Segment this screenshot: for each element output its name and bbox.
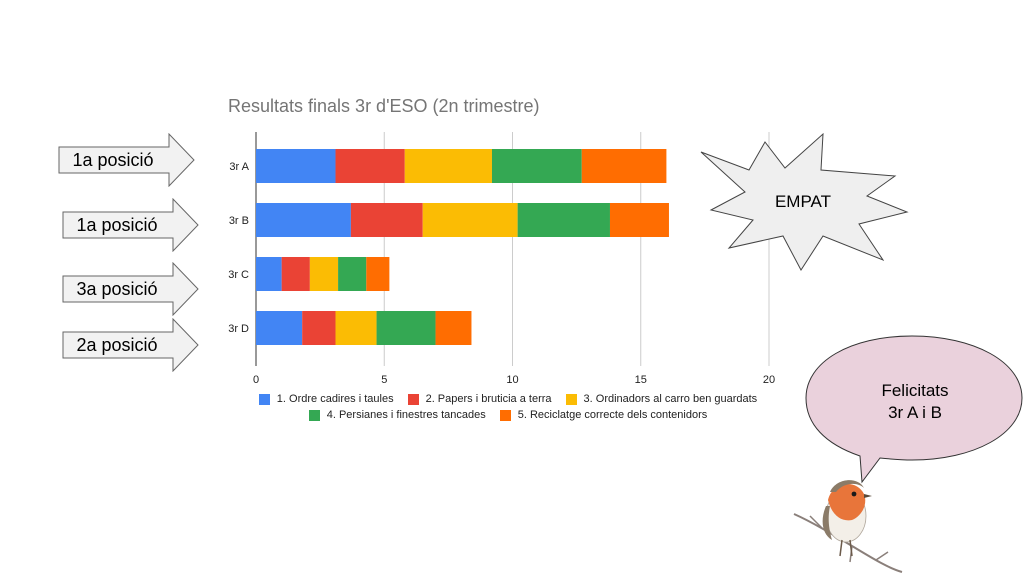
- legend-swatch: [258, 393, 270, 405]
- chart-title: Resultats finals 3r d'ESO (2n trimestre): [228, 96, 540, 116]
- bar-layer: [256, 149, 669, 345]
- rank-arrow-label: 3a posició: [76, 278, 158, 299]
- speech-bubble-shape: [805, 335, 1023, 484]
- x-tick-label: 20: [763, 374, 775, 386]
- legend-item-5: 5. Reciclatge correcte dels contenidors: [499, 409, 708, 421]
- bar-segment: [281, 257, 310, 291]
- chart-legend: 1. Ordre cadires i taules 2. Papers i br…: [228, 393, 788, 425]
- arrow-shape-icon: [58, 133, 195, 187]
- arrow-shape-icon: [62, 262, 199, 316]
- bar-segment: [422, 203, 518, 237]
- bubble-line-1: Felicitats: [881, 381, 949, 400]
- legend-label: 2. Papers i bruticia a terra: [425, 393, 552, 405]
- bar-segment: [491, 149, 582, 183]
- rank-arrow-label: 2a posició: [76, 334, 158, 355]
- bar-segment: [609, 203, 669, 237]
- legend-swatch: [308, 409, 320, 421]
- bar-segment: [335, 149, 405, 183]
- bar-segment: [256, 149, 336, 183]
- x-tick-label: 10: [506, 374, 518, 386]
- legend-swatch: [565, 393, 577, 405]
- label-layer: 0 5 10 15 20 3r A 3r B 3r C 3r D: [228, 161, 775, 386]
- legend-label: 5. Reciclatge correcte dels contenidors: [517, 409, 708, 421]
- legend-label: 4. Persianes i finestres tancades: [326, 409, 486, 421]
- category-label: 3r B: [229, 215, 249, 227]
- legend-label: 1. Ordre cadires i taules: [276, 393, 394, 405]
- category-label: 3r D: [228, 323, 249, 335]
- category-label: 3r A: [229, 161, 249, 173]
- speech-bubble-text: Felicitats 3r A i B: [808, 380, 1022, 424]
- bar-segment: [404, 149, 492, 183]
- rank-arrow-label: 1a posició: [76, 214, 158, 235]
- legend-label: 3. Ordinadors al carro ben guardats: [583, 393, 758, 405]
- bar-segment: [256, 257, 282, 291]
- bar-segment: [335, 311, 377, 345]
- bar-segment: [517, 203, 610, 237]
- legend-item-1: 1. Ordre cadires i taules: [258, 393, 394, 405]
- bar-segment: [302, 311, 336, 345]
- legend-swatch: [499, 409, 511, 421]
- legend-swatch: [407, 393, 419, 405]
- starburst-shape: [700, 132, 909, 271]
- bubble-line-2: 3r A i B: [888, 403, 942, 422]
- legend-item-3: 3. Ordinadors al carro ben guardats: [565, 393, 758, 405]
- bar-segment: [435, 311, 472, 345]
- arrow-shape-icon: [62, 318, 199, 372]
- rank-arrow-label: 1a posició: [72, 149, 154, 170]
- x-tick-label: 5: [381, 374, 387, 386]
- category-label: 3r C: [228, 269, 249, 281]
- bar-segment: [350, 203, 423, 237]
- starburst-label: EMPAT: [774, 192, 832, 211]
- x-tick-label: 15: [635, 374, 647, 386]
- bar-segment: [256, 311, 303, 345]
- legend-row-2: 4. Persianes i finestres tancades 5. Rec…: [228, 409, 788, 421]
- bar-segment: [256, 203, 351, 237]
- legend-item-4: 4. Persianes i finestres tancades: [308, 409, 486, 421]
- x-tick-label: 0: [253, 374, 259, 386]
- bar-segment: [376, 311, 436, 345]
- bar-segment: [581, 149, 667, 183]
- bar-segment: [338, 257, 367, 291]
- legend-item-2: 2. Papers i bruticia a terra: [407, 393, 552, 405]
- legend-row-1: 1. Ordre cadires i taules 2. Papers i br…: [228, 393, 788, 405]
- bar-segment: [366, 257, 390, 291]
- bar-segment: [309, 257, 339, 291]
- robin-bird-icon: [793, 480, 903, 573]
- arrow-shape-icon: [62, 198, 199, 252]
